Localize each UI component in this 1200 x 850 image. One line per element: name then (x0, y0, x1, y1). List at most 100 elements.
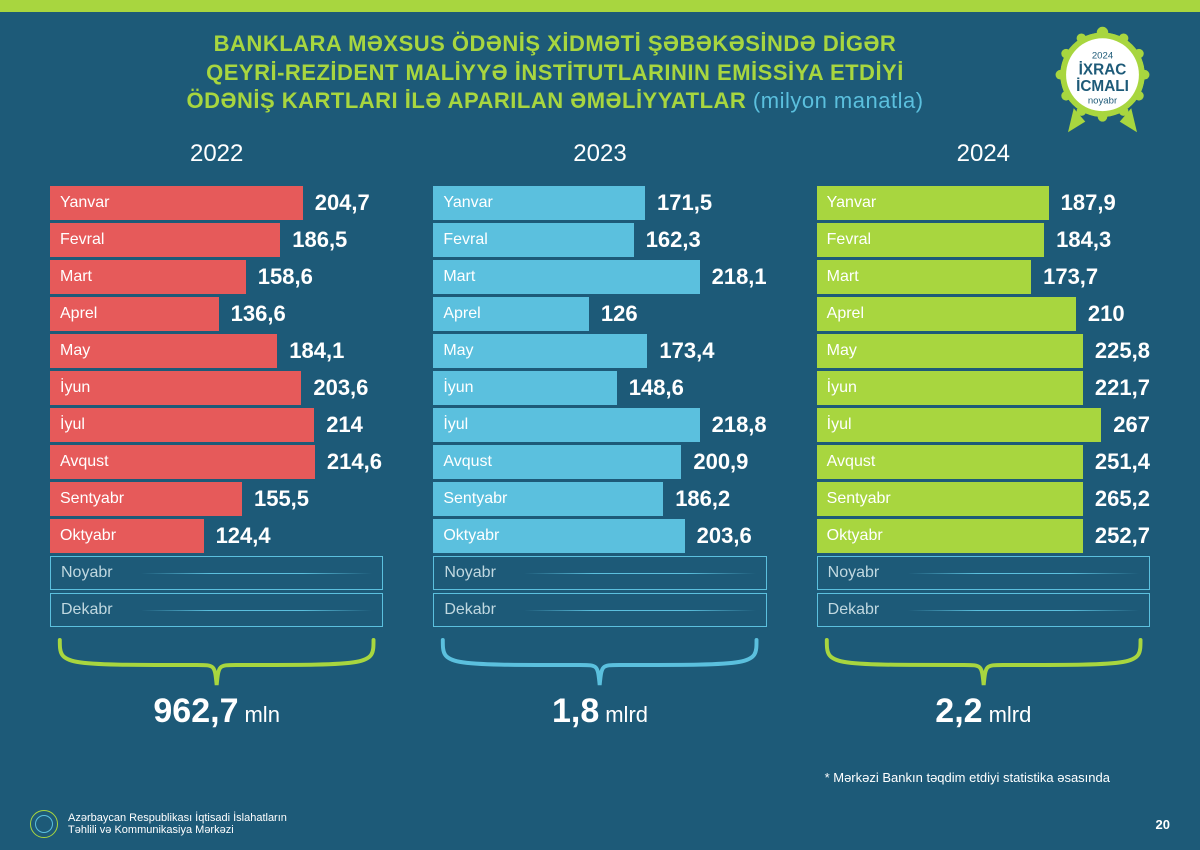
bar-row: İyul267 (817, 408, 1150, 442)
bar-fill: İyul (433, 408, 699, 442)
bar-fill: Sentyabr (50, 482, 242, 516)
bar-fill: Aprel (433, 297, 589, 331)
year-column: 2022Yanvar204,7Fevral186,5Mart158,6Aprel… (50, 140, 383, 731)
empty-month-label: Noyabr (828, 564, 880, 582)
bar-fill: Yanvar (433, 186, 645, 220)
bar-value: 218,8 (712, 412, 767, 438)
bar-fill: Avqust (50, 445, 315, 479)
year-total: 962,7mln (50, 692, 383, 731)
bar-fill: İyun (433, 371, 616, 405)
bar-row: Mart218,1 (433, 260, 766, 294)
bar-value: 251,4 (1095, 449, 1150, 475)
badge-line1: İXRAC (1079, 62, 1127, 79)
bar-value: 265,2 (1095, 486, 1150, 512)
bar-fill: May (817, 334, 1083, 368)
bar-list: Yanvar 171,5 Fevral162,3Mart218,1Aprel 126 M… (433, 186, 766, 627)
brace-icon (817, 635, 1150, 690)
bar-row: İyun 148,6 (433, 371, 766, 405)
bar-row: Yanvar187,9 (817, 186, 1150, 220)
year-column: 2024Yanvar187,9Fevral184,3Mart173,7Aprel… (817, 140, 1150, 731)
empty-month-label: Dekabr (61, 601, 113, 619)
bar-list: Yanvar187,9Fevral184,3Mart173,7Aprel210M… (817, 186, 1150, 627)
bar-value: 124,4 (216, 523, 271, 549)
bar-empty: Dekabr (817, 593, 1150, 627)
bar-row: İyul 218,8 (433, 408, 766, 442)
bar-row: Sentyabr155,5 (50, 482, 383, 516)
bar-row: May173,4 (433, 334, 766, 368)
bar-empty: Noyabr (433, 556, 766, 590)
bar-value: 214 (326, 412, 363, 438)
footer: Azərbaycan Respublikası İqtisadi İslahat… (30, 810, 1170, 838)
empty-line (524, 610, 755, 611)
bar-row: Oktyabr252,7 (817, 519, 1150, 553)
bar-value: 148,6 (629, 375, 684, 401)
bar-row: Avqust 214,6 (50, 445, 383, 479)
page-number: 20 (1156, 817, 1170, 832)
bar-row: May 225,8 (817, 334, 1150, 368)
org-name-line2: Təhlili və Kommunikasiya Mərkəzi (68, 824, 287, 836)
bar-empty: Dekabr (433, 593, 766, 627)
bar-row: Mart158,6 (50, 260, 383, 294)
bar-fill: Sentyabr (817, 482, 1083, 516)
bar-empty: Noyabr (817, 556, 1150, 590)
bar-row: Fevral 184,3 (817, 223, 1150, 257)
chart-columns: 2022Yanvar204,7Fevral186,5Mart158,6Aprel… (50, 140, 1150, 731)
empty-month-label: Dekabr (444, 601, 496, 619)
year-total: 2,2mlrd (817, 692, 1150, 731)
bar-fill: Mart (433, 260, 699, 294)
org-name-line1: Azərbaycan Respublikası İqtisadi İslahat… (68, 812, 287, 824)
bar-fill: İyul (50, 408, 314, 442)
bar-value: 162,3 (646, 227, 701, 253)
total-number: 2,2 (935, 692, 982, 730)
bar-fill: Oktyabr (433, 519, 684, 553)
bar-value: 187,9 (1061, 190, 1116, 216)
bar-row: Oktyabr203,6 (433, 519, 766, 553)
bar-fill: Aprel (817, 297, 1076, 331)
bar-empty: Noyabr (50, 556, 383, 590)
bar-value: 225,8 (1095, 338, 1150, 364)
bar-row: Avqust200,9 (433, 445, 766, 479)
bar-fill: May (50, 334, 277, 368)
title-line-3: ÖDƏNİŞ KARTLARI İLƏ APARILAN ƏMƏLİYYATLA… (80, 87, 1030, 116)
bar-value: 186,2 (675, 486, 730, 512)
bar-value: 204,7 (315, 190, 370, 216)
title-main-text: ÖDƏNİŞ KARTLARI İLƏ APARILAN ƏMƏLİYYATLA… (186, 88, 746, 113)
total-unit: mln (244, 702, 279, 727)
bar-row: Sentyabr 186,2 (433, 482, 766, 516)
bar-value: 184,1 (289, 338, 344, 364)
title-unit: (milyon manatla) (753, 88, 924, 113)
bar-row: Yanvar 171,5 (433, 186, 766, 220)
year-label: 2023 (433, 140, 766, 168)
bar-value: 214,6 (327, 449, 382, 475)
empty-line (524, 573, 755, 574)
bar-fill: Yanvar (50, 186, 303, 220)
year-column: 2023 Yanvar 171,5 Fevral162,3Mart218,1Aprel… (433, 140, 766, 731)
empty-line (141, 573, 372, 574)
brace-icon (433, 635, 766, 690)
bar-value: 252,7 (1095, 523, 1150, 549)
title-line-2: QEYRİ-REZİDENT MALİYYƏ İNSTİTUTLARININ E… (80, 59, 1030, 88)
brace-icon (50, 635, 383, 690)
bar-row: Aprel136,6 (50, 297, 383, 331)
bar-row: May 184,1 (50, 334, 383, 368)
bar-value: 126 (601, 301, 638, 327)
badge-month: noyabr (1088, 95, 1118, 106)
bar-row: Sentyabr 265,2 (817, 482, 1150, 516)
bar-fill: Fevral (817, 223, 1045, 257)
bar-fill: Sentyabr (433, 482, 663, 516)
bar-fill: Aprel (50, 297, 219, 331)
bar-row: İyun221,7 (817, 371, 1150, 405)
bar-value: 173,7 (1043, 264, 1098, 290)
top-stripe (0, 0, 1200, 12)
empty-line (141, 610, 372, 611)
bar-value: 184,3 (1056, 227, 1111, 253)
bar-fill: Oktyabr (50, 519, 204, 553)
empty-month-label: Dekabr (828, 601, 880, 619)
bar-fill: Avqust (433, 445, 681, 479)
total-number: 962,7 (153, 692, 238, 730)
year-total: 1,8mlrd (433, 692, 766, 731)
bar-value: 173,4 (659, 338, 714, 364)
bar-value: 171,5 (657, 190, 712, 216)
bar-row: Fevral162,3 (433, 223, 766, 257)
bar-fill: İyul (817, 408, 1102, 442)
